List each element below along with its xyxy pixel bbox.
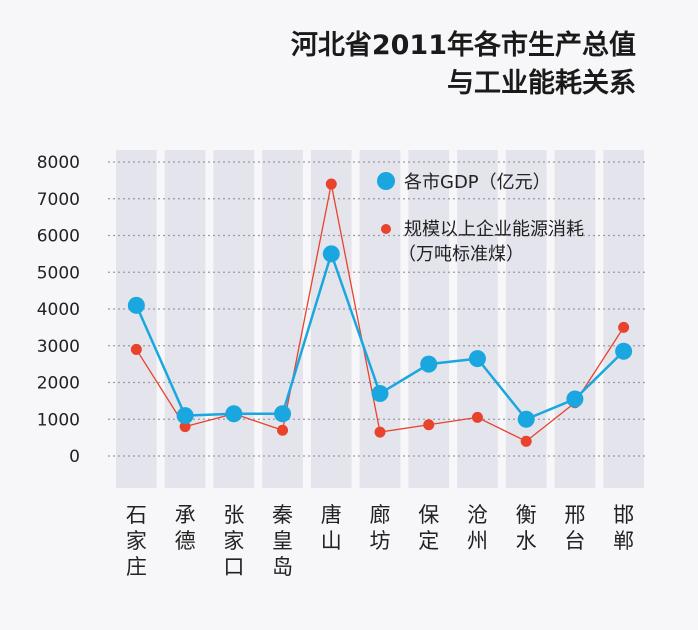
energy-point: [520, 435, 532, 447]
y-tick-label: 5000: [37, 263, 80, 283]
x-category-label: 邯: [613, 503, 634, 527]
chart-title-line-1: 河北省2011年各市生产总值: [291, 29, 636, 61]
x-category-label: 邢: [564, 503, 585, 527]
legend: 各市GDP（亿元） 规模以上企业能源消耗 （万吨标准煤）: [377, 172, 584, 265]
x-category-label: 沧: [467, 503, 488, 527]
x-category-label: 家: [223, 529, 244, 553]
x-category-label: 承: [175, 503, 196, 527]
gdp-point: [274, 405, 292, 423]
category-band: [603, 150, 644, 488]
grid-lines: [108, 161, 648, 457]
energy-point: [374, 426, 386, 438]
x-category-label: 台: [564, 529, 585, 553]
gdp-point: [615, 342, 633, 360]
x-category-label: 家: [126, 529, 147, 553]
energy-point: [277, 424, 289, 436]
legend-gdp-marker: [377, 172, 395, 190]
y-tick-label: 6000: [37, 227, 80, 247]
y-axis-tick-labels: 8000 7000 6000 5000 4000 3000 2000 1000 0: [37, 153, 80, 467]
category-band: [164, 150, 206, 488]
category-band: [310, 150, 352, 488]
x-category-label: 山: [321, 529, 342, 553]
energy-point: [179, 421, 191, 433]
gdp-point: [322, 245, 340, 263]
legend-energy-label-line-2: （万吨标准煤）: [398, 244, 524, 265]
category-band: [554, 150, 596, 488]
gdp-point: [176, 407, 194, 425]
x-category-label: 张: [223, 503, 244, 527]
x-category-label: 德: [175, 529, 196, 553]
chart-title-line-2: 与工业能耗关系: [447, 67, 636, 99]
x-category-label: 庄: [126, 555, 147, 579]
y-tick-label: 8000: [37, 153, 80, 173]
chart-title: 河北省2011年各市生产总值 与工业能耗关系: [291, 29, 636, 99]
category-band: [262, 150, 303, 488]
energy-point: [325, 178, 337, 190]
y-tick-label: 2000: [37, 374, 80, 394]
x-category-label: 石: [126, 503, 147, 527]
x-category-label: 岛: [272, 555, 293, 579]
y-tick-label: 7000: [37, 190, 80, 210]
y-tick-label: 0: [69, 447, 80, 467]
gdp-point: [225, 405, 243, 423]
x-category-label: 定: [418, 529, 439, 553]
x-category-label: 唐: [321, 503, 342, 527]
gdp-point: [566, 390, 584, 408]
category-band: [408, 150, 450, 488]
x-category-label: 坊: [370, 529, 391, 553]
gdp-point: [371, 385, 389, 403]
x-category-label: 衡: [516, 503, 537, 527]
gdp-point: [127, 296, 145, 314]
x-category-label: 州: [467, 529, 488, 553]
y-tick-label: 4000: [37, 300, 80, 320]
category-band: [505, 150, 547, 488]
energy-point: [618, 321, 630, 333]
x-category-label: 郸: [613, 529, 634, 553]
y-tick-label: 3000: [37, 337, 80, 357]
gdp-point: [517, 410, 535, 428]
category-bands: [116, 150, 644, 488]
x-category-label: 保: [418, 503, 439, 527]
energy-point: [471, 411, 483, 423]
y-tick-label: 1000: [37, 410, 80, 430]
x-category-label: 水: [516, 529, 537, 553]
data-series: [127, 178, 633, 447]
x-category-label: 皇: [272, 529, 293, 553]
x-category-label: 廊: [370, 503, 391, 527]
energy-point: [423, 419, 435, 431]
legend-energy-label-line-1: 规模以上企业能源消耗: [404, 219, 584, 240]
x-category-label: 口: [223, 555, 244, 579]
category-band: [116, 150, 157, 488]
legend-gdp-label: 各市GDP（亿元）: [404, 172, 551, 193]
category-band: [457, 150, 498, 488]
energy-point: [130, 343, 142, 355]
x-category-label: 秦: [272, 503, 293, 527]
gdp-point: [468, 350, 486, 368]
gdp-point: [420, 355, 438, 373]
category-band: [213, 150, 255, 488]
legend-energy-marker: [381, 224, 391, 234]
